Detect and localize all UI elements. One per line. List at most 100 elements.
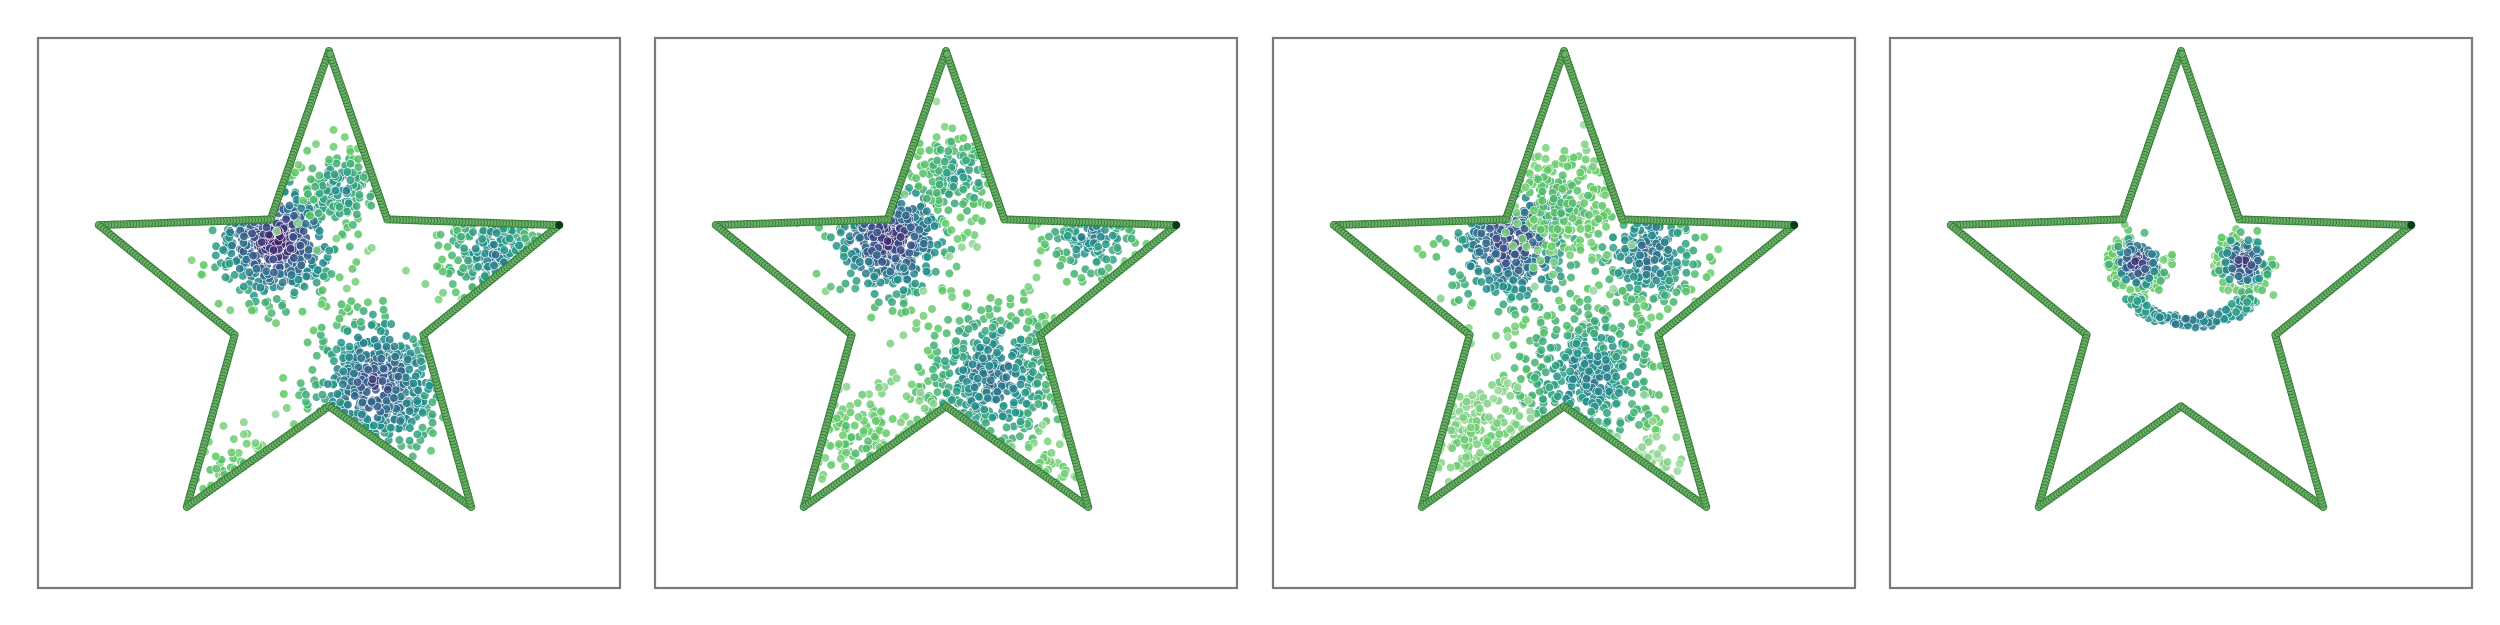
scatter-point [841,382,852,392]
scatter-point [998,411,1008,421]
scatter-point [1541,367,1551,377]
scatter-point [1589,328,1599,339]
scatter-point [900,307,911,317]
scatter-point [975,343,985,353]
scatter-point [1015,431,1025,441]
scatter-point [436,230,446,240]
scatter-point [1613,268,1623,278]
scatter-point [334,202,345,212]
scatter-point [850,283,860,294]
scatter-point [918,286,929,296]
scatter-point [456,232,466,242]
scatter-point [1579,198,1589,208]
scatter-point [841,421,851,431]
scatter-point [906,222,916,232]
scatter-point [367,397,377,407]
scatter-point [1642,256,1652,266]
scatter-point [1101,254,1111,264]
scatter-point [1593,351,1603,361]
scatter-point [1457,235,1468,245]
outline-endpoint [555,221,564,230]
scatter-point [1513,382,1523,392]
scatter-point [1705,252,1715,262]
scatter-point [1611,399,1621,409]
scatter-point [1566,273,1576,283]
scatter-point [345,175,356,185]
scatter-point [840,279,851,289]
scatter-point [1637,442,1647,452]
scatter-point [391,385,401,395]
scatter-point [239,231,249,241]
scatter-point [1519,207,1530,217]
scatter-point [1608,284,1618,294]
scatter-point [944,368,955,378]
scatter-point [1431,252,1441,262]
scatter-point [248,251,258,261]
scatter-point [196,270,206,280]
scatter-point [1671,432,1681,442]
scatter-point [1600,190,1610,200]
scatter-point [983,393,993,403]
scatter-point [932,188,942,198]
scatter-point [881,428,891,438]
scatter-point [1517,234,1528,244]
scatter-point [906,240,916,250]
scatter-point [514,240,524,251]
scatter-point [958,185,968,195]
scatter-point [1690,233,1701,243]
scatter-point [1533,245,1543,255]
scatter-point [359,172,369,182]
scatter-point [1542,354,1552,364]
scatter-point [864,257,874,267]
scatter-point [289,253,299,263]
scatter-point [328,125,339,135]
scatter-point [336,299,347,309]
scatter-point [1126,234,1137,244]
scatter-point [1556,208,1566,218]
scatter-point [1580,139,1590,149]
scatter-point [1005,321,1015,331]
scatter-point [1629,272,1639,282]
scatter-point [227,447,237,458]
scatter-point [944,189,954,199]
scatter-point [1044,232,1054,242]
scatter-point [929,331,940,341]
scatter-point [1553,391,1563,401]
scatter-point [1663,245,1673,255]
scatter-point [857,390,867,400]
scatter-point [861,268,871,279]
scatter-point [872,227,882,238]
scatter-point [1557,184,1567,194]
scatter-point [1472,439,1482,449]
scatter-point [871,416,881,426]
scatter-point [1501,258,1511,268]
scatter-point [1575,245,1585,255]
scatter-point [929,221,940,231]
scatter-point [1535,256,1546,266]
scatter-point [901,210,911,220]
scatter-point [1063,231,1073,241]
scatter-point [267,308,277,318]
scatter-point [418,408,428,418]
scatter-point [1537,196,1547,206]
scatter-point [332,344,342,354]
scatter-point [242,439,252,449]
scatter-point [901,391,912,401]
scatter-point [838,430,848,440]
scatter-point [424,381,435,391]
scatter-point [335,397,345,407]
scatter-point [1511,208,1522,218]
scatter-point [1647,231,1657,241]
scatter-point [363,365,373,375]
scatter-point [307,365,318,375]
scatter-point [331,234,342,244]
scatter-point [1475,404,1485,414]
scatter-point [376,326,386,336]
scatter-point [1538,405,1548,415]
scatter-point [295,241,306,251]
scatter-point [922,252,933,262]
scatter-point [214,299,224,309]
scatter-point [365,192,375,202]
scatter-point [1536,318,1546,328]
